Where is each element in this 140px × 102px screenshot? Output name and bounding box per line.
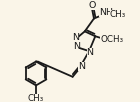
Text: N: N: [87, 48, 94, 57]
Text: O: O: [88, 1, 96, 10]
Text: N: N: [74, 42, 80, 51]
Text: OCH₃: OCH₃: [100, 35, 123, 44]
Text: CH₃: CH₃: [110, 10, 126, 19]
Text: NH: NH: [99, 8, 113, 17]
Text: CH₃: CH₃: [28, 94, 44, 102]
Text: N: N: [72, 33, 79, 42]
Text: N: N: [78, 62, 85, 71]
